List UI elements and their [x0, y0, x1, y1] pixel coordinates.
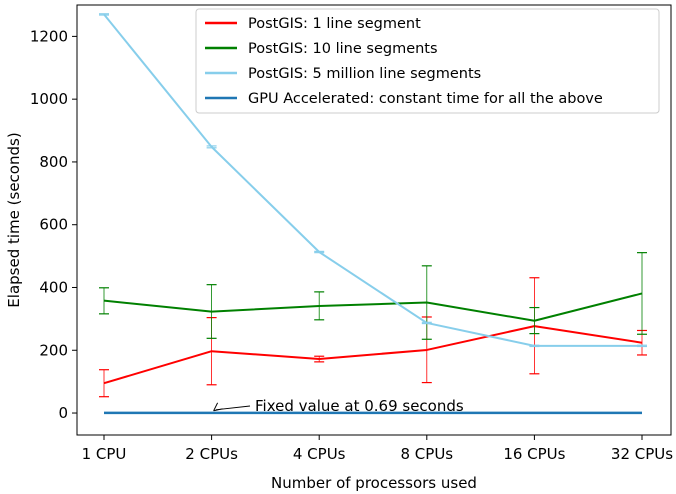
y-tick-label: 600: [39, 216, 68, 234]
ticks-layer: 1 CPU 2 CPUs 4 CPUs 8 CPUs 16 CPUs 32 CPUs 0 20…: [30, 27, 673, 463]
legend-label: PostGIS: 1 line segment: [248, 16, 421, 32]
x-tick-label: 4 CPUs: [293, 445, 346, 463]
series-2: [99, 252, 647, 340]
y-tick-label: 1200: [30, 27, 68, 45]
plot-frame: [76, 4, 672, 436]
y-axis-label: Elapsed time (seconds): [5, 132, 23, 307]
y-tick-label: 800: [39, 153, 68, 171]
legend: PostGIS: 1 line segment PostGIS: 10 line …: [195, 8, 660, 114]
annotation-text: Fixed value at 0.69 seconds: [255, 397, 464, 415]
x-tick-label: 2 CPUs: [185, 445, 238, 463]
y-tick-label: 1000: [30, 90, 68, 108]
legend-label: PostGIS: 10 line segments: [248, 41, 438, 57]
x-tick-label: 1 CPU: [82, 445, 127, 463]
x-tick-label: 8 CPUs: [400, 445, 453, 463]
legend-label: PostGIS: 5 million line segments: [248, 66, 481, 82]
series-3: [99, 13, 647, 348]
legend-entry: GPU Accelerated: constant time for all t…: [205, 91, 603, 107]
series-line: [103, 13, 642, 347]
y-tick-label: 200: [39, 341, 68, 359]
y-tick-label: 0: [58, 404, 68, 422]
y-tick-label: 400: [39, 278, 68, 296]
x-tick-label: 32 CPUs: [611, 445, 673, 463]
series-layer: [99, 13, 647, 415]
legend-entry: PostGIS: 5 million line segments: [205, 66, 481, 82]
series-line: [103, 292, 643, 322]
x-tick-label: 16 CPUs: [503, 445, 565, 463]
series-line: [103, 325, 643, 385]
annotation-layer: Fixed value at 0.69 seconds: [213, 397, 464, 415]
legend-entry: PostGIS: 10 line segments: [205, 41, 438, 57]
legend-entry: PostGIS: 1 line segment: [205, 16, 421, 32]
series-1: [99, 277, 647, 398]
x-axis-label: Number of processors used: [271, 474, 477, 492]
annotation-arrowhead: [213, 402, 223, 412]
legend-label: GPU Accelerated: constant time for all t…: [248, 91, 603, 107]
legend-box: [195, 8, 660, 114]
